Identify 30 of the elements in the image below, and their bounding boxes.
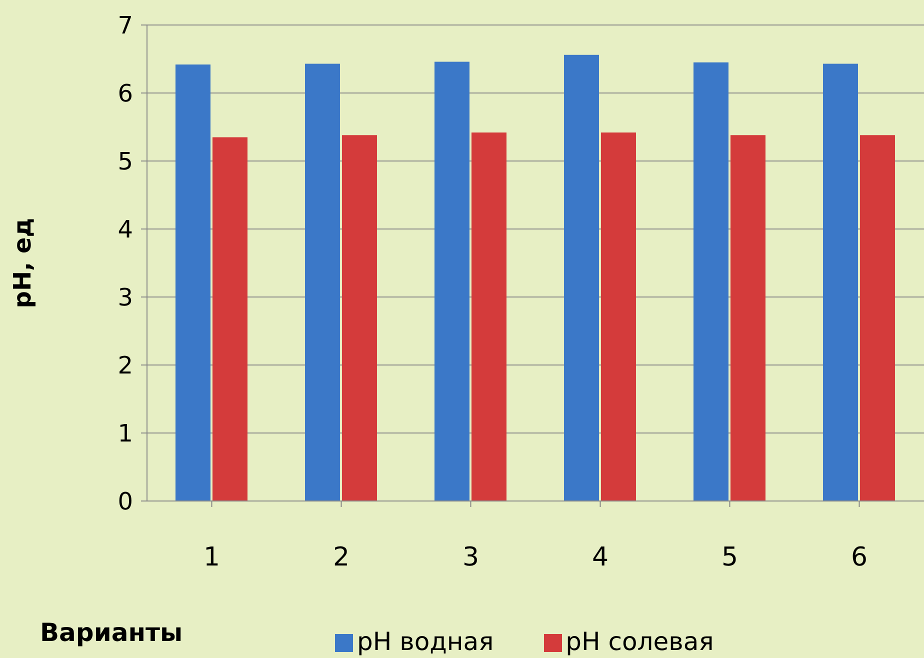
bar (693, 62, 728, 501)
bar (175, 64, 210, 501)
x-tick-label: 5 (721, 542, 738, 572)
bar (600, 132, 636, 501)
y-axis-title: pH, ед (8, 218, 37, 308)
bar (434, 62, 470, 501)
y-tick-label: 6 (118, 80, 133, 108)
x-tick-label: 2 (332, 542, 350, 572)
x-tick-label: 6 (850, 542, 868, 572)
bar (730, 135, 766, 501)
bar (471, 132, 506, 501)
y-tick-label: 7 (118, 12, 133, 40)
y-tick-label: 4 (118, 216, 133, 244)
bar (304, 64, 340, 501)
bar (822, 64, 858, 501)
y-tick-label: 3 (118, 284, 133, 312)
bar (342, 135, 377, 501)
bar (564, 54, 599, 501)
legend-label: pH солевая (566, 627, 714, 656)
bar (212, 137, 248, 501)
legend-label: pH водная (357, 627, 494, 656)
y-tick-label: 2 (118, 352, 133, 380)
y-tick-label: 1 (118, 420, 133, 448)
x-tick-label: 3 (462, 542, 480, 572)
y-tick-label: 5 (118, 148, 133, 176)
x-axis-title: Варианты (40, 618, 183, 647)
x-tick-label: 1 (203, 542, 220, 572)
bar (860, 135, 895, 501)
x-tick-label: 4 (592, 542, 609, 572)
y-tick-label: 0 (118, 488, 133, 516)
